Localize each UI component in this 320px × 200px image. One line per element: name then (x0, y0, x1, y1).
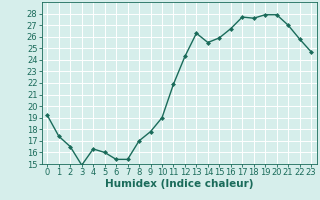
X-axis label: Humidex (Indice chaleur): Humidex (Indice chaleur) (105, 179, 253, 189)
